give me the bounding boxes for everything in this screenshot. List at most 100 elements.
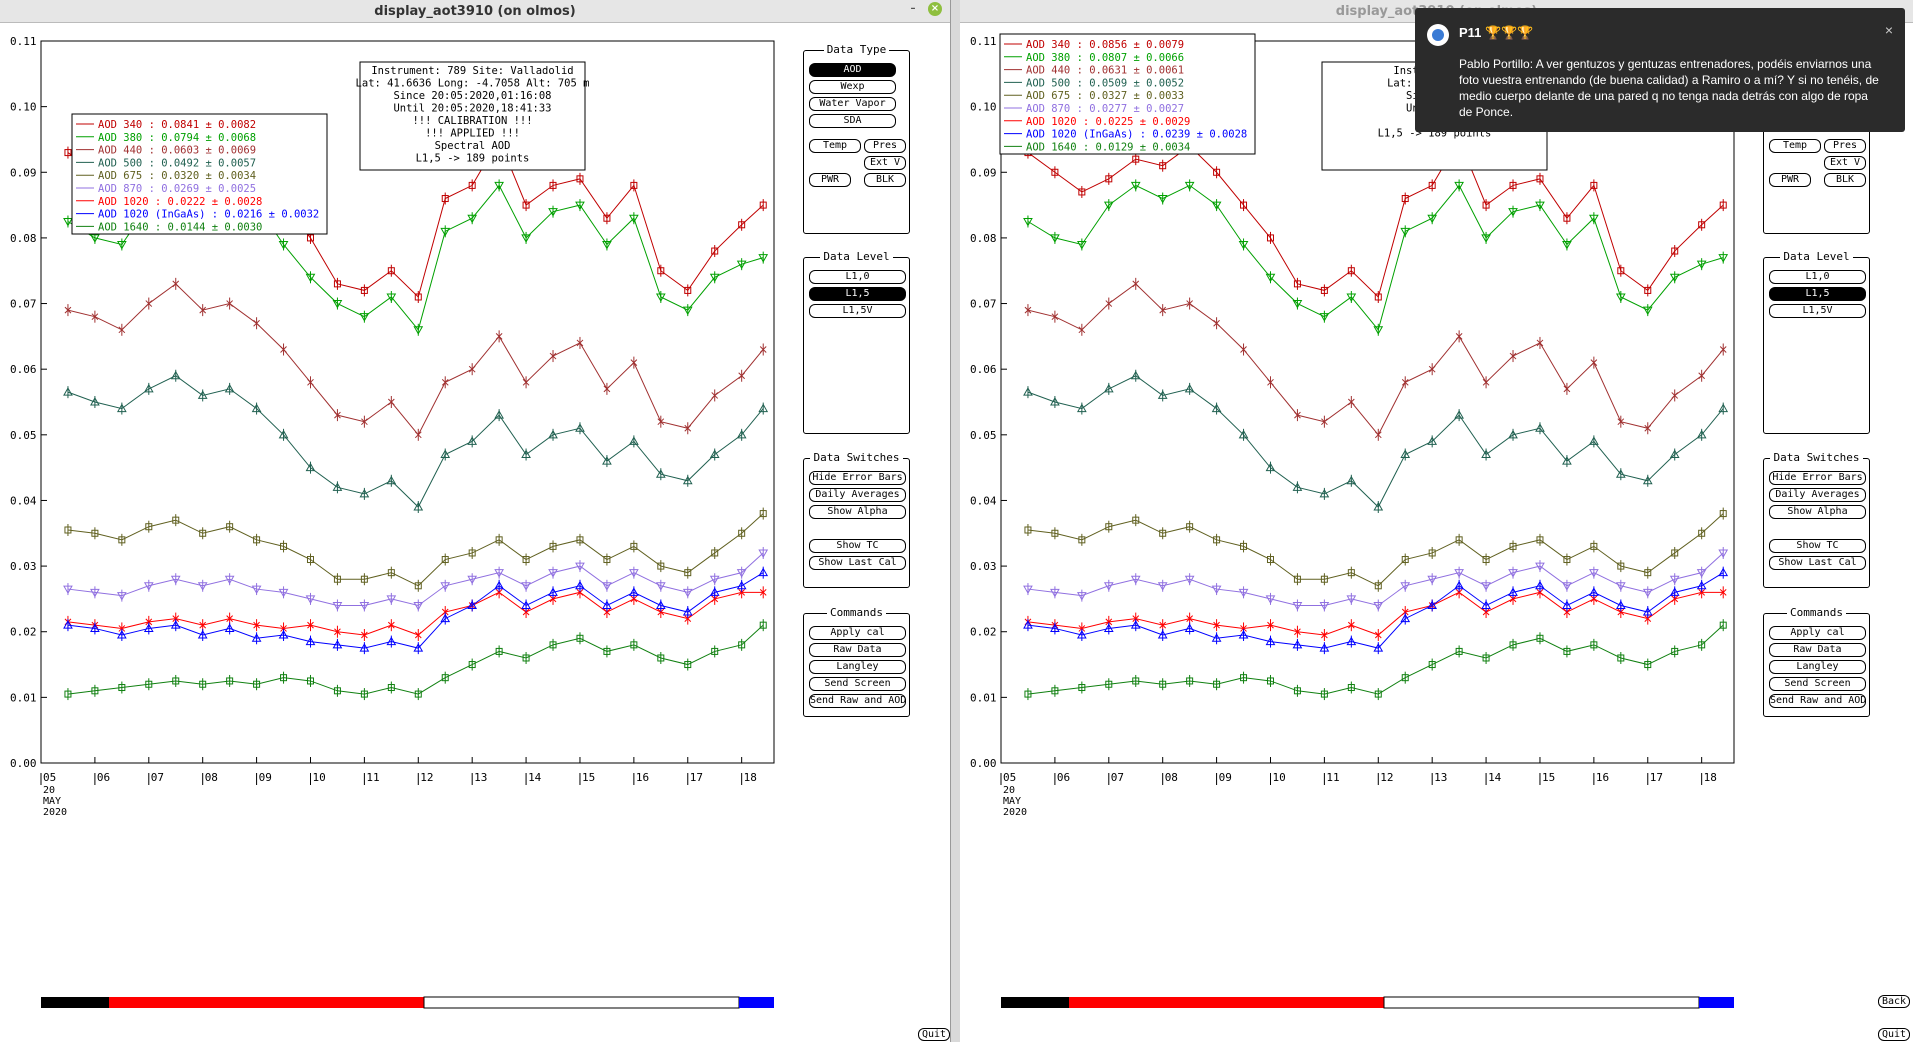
x-date-label: MAY <box>43 796 61 807</box>
data-point <box>758 549 769 558</box>
data-point <box>1508 569 1518 578</box>
data-point <box>1320 690 1328 698</box>
back-button[interactable]: Back <box>1878 995 1911 1008</box>
x-date-label: 2020 <box>1003 807 1027 818</box>
data-point <box>440 227 451 237</box>
data-point <box>522 654 530 662</box>
send-raw-and-aod-button[interactable]: Send Raw and AOD <box>809 694 906 708</box>
daily-averages-button[interactable]: Daily Averages <box>809 488 906 502</box>
quit-button[interactable]: Quit <box>1878 1028 1911 1041</box>
l15-button[interactable]: L1,5 <box>809 287 906 301</box>
data-point <box>602 600 612 609</box>
data-point <box>548 429 558 439</box>
data-point <box>1292 639 1303 649</box>
data-point <box>1292 601 1303 611</box>
data-point <box>549 641 557 649</box>
hide-error-bars-button[interactable]: Hide Error Bars <box>1769 471 1866 485</box>
l10-button[interactable]: L1,0 <box>1769 270 1866 284</box>
data-point <box>629 587 639 596</box>
data-point <box>1213 536 1221 544</box>
pwr-button[interactable]: PWR <box>809 173 851 187</box>
data-point <box>1184 575 1195 585</box>
data-point <box>1265 273 1276 283</box>
data-point <box>197 390 208 399</box>
apply-cal-button[interactable]: Apply cal <box>809 626 906 640</box>
pwr-button[interactable]: PWR <box>1769 173 1811 187</box>
data-point <box>1509 595 1517 603</box>
hide-error-bars-button[interactable]: Hide Error Bars <box>809 471 906 485</box>
ext-v-button[interactable]: Ext V <box>1824 156 1866 170</box>
sda-button[interactable]: SDA <box>809 114 896 128</box>
data-point <box>1615 293 1626 302</box>
blk-button[interactable]: BLK <box>1824 173 1866 187</box>
data-point <box>170 575 181 585</box>
l15v-button[interactable]: L1,5V <box>1769 304 1866 318</box>
data-point <box>1535 423 1545 432</box>
quit-button[interactable]: Quit <box>918 1028 950 1041</box>
data-point <box>1103 201 1114 211</box>
show-alpha-button[interactable]: Show Alpha <box>809 505 906 519</box>
l10-button[interactable]: L1,0 <box>809 270 906 284</box>
aod-button[interactable]: AOD <box>809 63 896 77</box>
window-titlebar[interactable]: display_aot3910 (on olmos) – × <box>0 0 950 23</box>
show-tc-button[interactable]: Show TC <box>1769 539 1866 553</box>
data-point <box>1105 175 1113 183</box>
minimize-icon[interactable]: – <box>910 3 916 14</box>
pres-button[interactable]: Pres <box>1824 139 1866 153</box>
x-tick-label: 16 <box>636 771 649 784</box>
data-point <box>1642 607 1653 616</box>
apply-cal-button[interactable]: Apply cal <box>1769 626 1866 640</box>
data-point <box>440 582 451 591</box>
data-point <box>1211 633 1222 642</box>
data-point <box>682 607 693 616</box>
send-screen-button[interactable]: Send Screen <box>1769 677 1866 691</box>
data-point <box>1696 429 1707 439</box>
data-point <box>495 333 503 340</box>
temp-button[interactable]: Temp <box>809 139 861 153</box>
chat-notification[interactable]: P11 🏆🏆🏆 × Pablo Portillo: A ver gentuzos… <box>1415 8 1905 132</box>
data-point <box>494 580 504 590</box>
close-icon[interactable]: × <box>928 2 942 16</box>
data-point <box>333 687 341 695</box>
data-point <box>1319 313 1330 322</box>
data-point <box>657 654 665 662</box>
data-point <box>306 556 314 564</box>
data-point <box>1373 326 1384 335</box>
ext-v-button[interactable]: Ext V <box>864 156 906 170</box>
legend-entry: AOD 1020 : 0.0225 ± 0.0029 <box>1026 116 1190 128</box>
send-raw-and-aod-button[interactable]: Send Raw and AOD <box>1769 694 1866 708</box>
pres-button[interactable]: Pres <box>864 139 906 153</box>
data-point <box>1076 592 1087 601</box>
show-tc-button[interactable]: Show TC <box>809 539 906 553</box>
show-last-cal-button[interactable]: Show Last Cal <box>809 556 906 570</box>
l15v-button[interactable]: L1,5V <box>809 304 906 318</box>
water-vapor-button[interactable]: Water Vapor <box>809 97 896 111</box>
data-point <box>1240 201 1248 209</box>
show-alpha-button[interactable]: Show Alpha <box>1769 505 1866 519</box>
l15-button[interactable]: L1,5 <box>1769 287 1866 301</box>
data-point <box>1051 313 1059 321</box>
daily-averages-button[interactable]: Daily Averages <box>1769 488 1866 502</box>
data-point <box>440 613 451 623</box>
close-icon[interactable]: × <box>1884 22 1893 38</box>
raw-data-button[interactable]: Raw Data <box>809 643 906 657</box>
data-point <box>1373 502 1384 511</box>
data-point <box>441 556 449 564</box>
data-point <box>495 536 503 544</box>
data-switches-panel: Data Switches Hide Error Bars Daily Aver… <box>803 451 910 588</box>
data-point <box>64 526 72 534</box>
show-last-cal-button[interactable]: Show Last Cal <box>1769 556 1866 570</box>
data-point <box>1373 643 1384 652</box>
blk-button[interactable]: BLK <box>864 173 906 187</box>
langley-button[interactable]: Langley <box>1769 660 1866 674</box>
temp-button[interactable]: Temp <box>1769 139 1821 153</box>
wexp-button[interactable]: Wexp <box>809 80 896 94</box>
data-point <box>361 418 368 426</box>
send-screen-button[interactable]: Send Screen <box>809 677 906 691</box>
raw-data-button[interactable]: Raw Data <box>1769 643 1866 657</box>
info-line: Since 20:05:2020,01:16:08 <box>393 90 551 102</box>
data-point <box>226 677 234 685</box>
data-point <box>1265 462 1276 472</box>
langley-button[interactable]: Langley <box>809 660 906 674</box>
legend-box <box>71 113 328 235</box>
